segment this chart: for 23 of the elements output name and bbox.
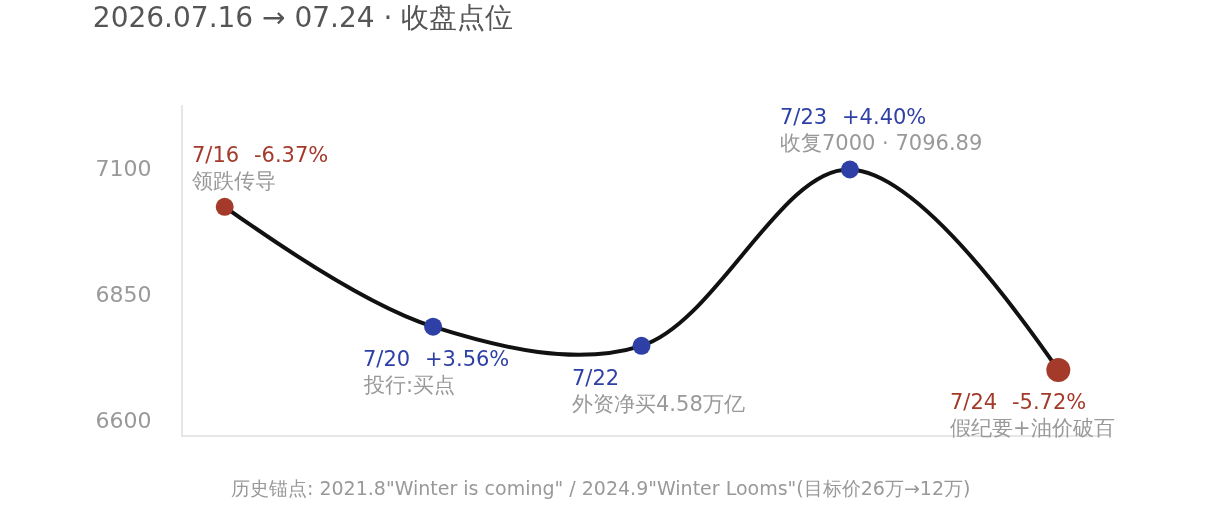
y-tick-label: 6850 xyxy=(95,281,152,307)
point xyxy=(840,160,859,179)
annotation: -6.37% xyxy=(254,143,329,167)
point xyxy=(424,317,443,336)
annotation: 收复7000 · 7096.89 xyxy=(780,131,983,155)
chart-title: 2026.07.16 → 07.24 · 收盘点位 xyxy=(92,1,514,35)
y-tick-label: 6600 xyxy=(95,407,152,433)
x-tick-label: 7/23 xyxy=(780,105,828,129)
annotation: -5.72% xyxy=(1012,390,1087,414)
annotation: 外资净买4.58万亿 xyxy=(572,392,745,416)
x-tick-label: 7/24 xyxy=(950,390,998,414)
annotation: 投行:买点 xyxy=(363,373,456,397)
y-tick-label: 7100 xyxy=(95,155,152,181)
x-tick-label: 7/20 xyxy=(363,347,411,371)
x-tick-label: 7/22 xyxy=(572,366,620,390)
annotation: +4.40% xyxy=(842,105,927,129)
x-tick-label: 7/16 xyxy=(192,143,240,167)
annotation: 假纪要+油价破百 xyxy=(950,416,1115,440)
point xyxy=(632,336,651,355)
annotation: +3.56% xyxy=(425,347,510,371)
point xyxy=(215,197,234,216)
annotation: 领跌传导 xyxy=(192,169,276,193)
text: 历史锚点: 2021.8"Winter is coming" / 2024.9"Winter Looms"(目标价26万→12万) xyxy=(231,477,971,499)
